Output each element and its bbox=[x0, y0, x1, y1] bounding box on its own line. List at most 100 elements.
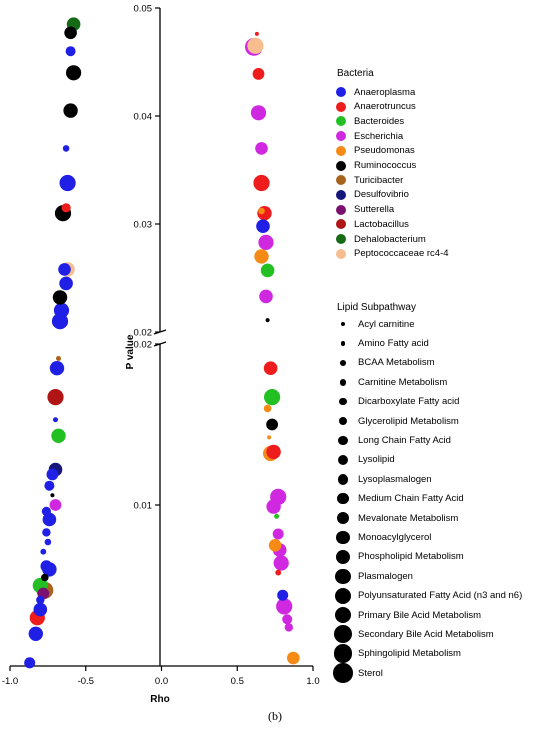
chart-axes: P value Rho bbox=[10, 8, 313, 705]
data-point-2 bbox=[66, 46, 76, 56]
y-tick-label-upper-3: 0.05 bbox=[134, 4, 153, 15]
data-point-37 bbox=[34, 603, 48, 617]
data-point-7 bbox=[62, 203, 71, 212]
bacteria-legend-item: Turicibacter bbox=[336, 172, 403, 188]
figure-caption: (b) bbox=[0, 709, 550, 724]
lipid-legend-item: Carnitine Metabolism bbox=[334, 374, 447, 390]
data-point-11 bbox=[59, 277, 73, 291]
legend-size-marker bbox=[341, 322, 345, 326]
legend-swatch bbox=[336, 87, 346, 97]
lipid-legend-item: Glycerolipid Metabolism bbox=[334, 413, 459, 429]
lipid-legend-item: Polyunsaturated Fatty Acid (n3 and n6) bbox=[334, 588, 522, 604]
lipid-legend-item: Dicarboxylate Fatty acid bbox=[334, 394, 459, 410]
legend-label: Anaerotruncus bbox=[354, 101, 416, 112]
lipid-legend-item: Long Chain Fatty Acid bbox=[334, 432, 451, 448]
data-point-62 bbox=[266, 445, 280, 459]
data-point-40 bbox=[24, 657, 35, 668]
data-point-41 bbox=[255, 32, 259, 36]
legend-label: Peptococcaceae rc4-4 bbox=[354, 248, 449, 259]
x-tick-label-0: -1.0 bbox=[2, 676, 18, 687]
data-point-69 bbox=[274, 555, 289, 570]
bacteria-legend-item: Anaeroplasma bbox=[336, 84, 415, 100]
data-point-45 bbox=[251, 105, 266, 120]
data-point-18 bbox=[53, 417, 58, 422]
data-point-16 bbox=[50, 361, 64, 375]
legend-swatch bbox=[336, 219, 346, 229]
data-point-50 bbox=[256, 219, 270, 233]
bacteria-legend-item: Peptococcaceae rc4-4 bbox=[336, 246, 449, 262]
data-point-71 bbox=[277, 590, 288, 601]
data-point-36 bbox=[36, 596, 44, 604]
legend-label: Lysolipid bbox=[358, 454, 395, 465]
legend-label: Dehalobacterium bbox=[354, 234, 426, 245]
x-tick-label-3: 0.5 bbox=[231, 676, 244, 687]
data-point-51 bbox=[258, 235, 273, 250]
legend-swatch bbox=[336, 249, 346, 259]
legend-label: Lysoplasmalogen bbox=[358, 474, 432, 485]
legend-label: Anaeroplasma bbox=[354, 87, 415, 98]
legend-label: Monoacylglycerol bbox=[358, 532, 431, 543]
x-tick-label-1: -0.5 bbox=[78, 676, 94, 687]
lipid-legend-item: Sphingolipid Metabolism bbox=[334, 646, 461, 662]
data-point-39 bbox=[29, 627, 43, 641]
legend-size-marker bbox=[337, 512, 350, 525]
data-point-24 bbox=[50, 499, 62, 511]
data-point-74 bbox=[285, 623, 293, 631]
lipid-legend-item: Lysoplasmalogen bbox=[334, 471, 432, 487]
lipid-legend-title: Lipid Subpathway bbox=[337, 302, 416, 313]
bacteria-legend-item: Dehalobacterium bbox=[336, 231, 426, 247]
lipid-legend-item: Medium Chain Fatty Acid bbox=[334, 491, 464, 507]
y-tick-label-upper-0: 0.02 bbox=[134, 328, 153, 339]
data-point-29 bbox=[40, 549, 46, 555]
lipid-legend-item: Amino Fatty acid bbox=[334, 335, 429, 351]
data-point-57 bbox=[264, 389, 280, 405]
y-tick-label-lower-1: 0.02 bbox=[134, 340, 153, 351]
data-point-46 bbox=[255, 142, 268, 155]
y-tick-label-lower-0: 0.01 bbox=[134, 501, 153, 512]
legend-size-marker bbox=[339, 417, 347, 425]
lipid-legend-item: Lysolipid bbox=[334, 452, 395, 468]
legend-label: Ruminococcus bbox=[354, 160, 416, 171]
legend-label: Turicibacter bbox=[354, 175, 403, 186]
data-point-9 bbox=[58, 263, 71, 276]
data-point-32 bbox=[41, 574, 49, 582]
data-point-12 bbox=[53, 290, 67, 304]
data-point-27 bbox=[42, 528, 50, 536]
legend-label: Escherichia bbox=[354, 131, 403, 142]
data-point-30 bbox=[41, 560, 53, 572]
legend-label: Medium Chain Fatty Acid bbox=[358, 493, 464, 504]
data-point-25 bbox=[42, 507, 51, 516]
data-point-70 bbox=[275, 570, 281, 576]
legend-size-marker bbox=[338, 474, 349, 485]
legend-size-marker bbox=[339, 398, 347, 406]
legend-label: Desulfovibrio bbox=[354, 189, 409, 200]
lipid-legend-item: Secondary Bile Acid Metabolism bbox=[334, 626, 494, 642]
bacteria-legend-item: Escherichia bbox=[336, 128, 403, 144]
legend-label: Plasmalogen bbox=[358, 571, 413, 582]
legend-label: Glycerolipid Metabolism bbox=[358, 416, 459, 427]
lipid-legend-item: Monoacylglycerol bbox=[334, 529, 431, 545]
legend-size-marker bbox=[336, 531, 350, 545]
legend-size-marker bbox=[341, 341, 346, 346]
lipid-legend-item: Sterol bbox=[334, 665, 383, 681]
legend-swatch bbox=[336, 146, 346, 156]
legend-size-marker bbox=[340, 360, 346, 366]
legend-swatch bbox=[336, 102, 346, 112]
data-point-53 bbox=[261, 264, 275, 278]
data-point-60 bbox=[267, 435, 271, 439]
y-tick-label-upper-2: 0.04 bbox=[134, 112, 153, 123]
legend-size-marker bbox=[337, 493, 349, 505]
lipid-legend-item: Acyl carnitine bbox=[334, 316, 415, 332]
legend-size-marker bbox=[333, 663, 353, 683]
data-point-22 bbox=[44, 481, 54, 491]
data-point-66 bbox=[273, 529, 284, 540]
data-point-64 bbox=[266, 499, 280, 513]
legend-label: Mevalonate Metabolism bbox=[358, 513, 458, 524]
bacteria-legend-item: Ruminococcus bbox=[336, 158, 416, 174]
data-point-52 bbox=[254, 249, 268, 263]
data-point-3 bbox=[66, 65, 81, 80]
data-point-6 bbox=[60, 175, 76, 191]
legend-swatch bbox=[336, 161, 346, 171]
legend-label: Amino Fatty acid bbox=[358, 338, 429, 349]
data-point-43 bbox=[247, 38, 263, 54]
